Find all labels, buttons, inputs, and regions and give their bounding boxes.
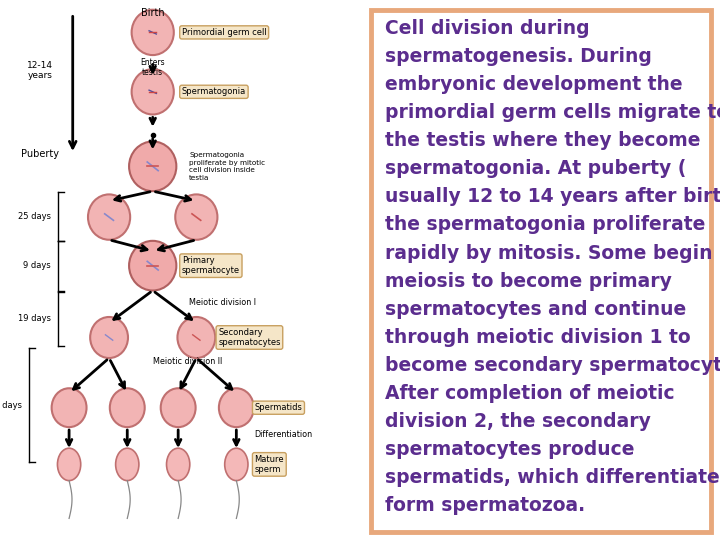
Text: embryonic development the: embryonic development the: [385, 75, 683, 94]
Ellipse shape: [88, 194, 130, 240]
Ellipse shape: [132, 10, 174, 55]
Text: through meiotic division 1 to: through meiotic division 1 to: [385, 328, 690, 347]
Ellipse shape: [166, 448, 190, 481]
Ellipse shape: [175, 194, 217, 240]
Ellipse shape: [90, 317, 128, 358]
Text: Mature
sperm: Mature sperm: [255, 455, 284, 474]
Text: spermatids, which differentiate to: spermatids, which differentiate to: [385, 468, 720, 487]
Ellipse shape: [219, 388, 253, 427]
Text: spermatocytes produce: spermatocytes produce: [385, 440, 634, 459]
Text: Meiotic division I: Meiotic division I: [189, 298, 256, 307]
Text: primordial germ cells migrate to: primordial germ cells migrate to: [385, 103, 720, 122]
Text: Enters
testis: Enters testis: [140, 58, 165, 77]
Text: Secondary
spermatocytes: Secondary spermatocytes: [218, 328, 281, 347]
Text: 21 days: 21 days: [0, 401, 22, 409]
Text: the testis where they become: the testis where they become: [385, 131, 701, 150]
Ellipse shape: [225, 448, 248, 481]
Text: Cell division during: Cell division during: [385, 19, 590, 38]
Text: rapidly by mitosis. Some begin: rapidly by mitosis. Some begin: [385, 244, 713, 262]
Text: Spermatogonia
proliferate by mitotic
cell division inside
testia: Spermatogonia proliferate by mitotic cel…: [189, 152, 265, 180]
Text: meiosis to become primary: meiosis to become primary: [385, 272, 672, 291]
Text: Meiotic division II: Meiotic division II: [153, 357, 222, 366]
Text: Spermatogonia: Spermatogonia: [181, 87, 246, 96]
Text: Puberty: Puberty: [21, 149, 59, 159]
Text: form spermatozoa.: form spermatozoa.: [385, 496, 585, 515]
Text: Primordial germ cell: Primordial germ cell: [181, 28, 266, 37]
Text: Differentiation: Differentiation: [255, 430, 312, 439]
Text: become secondary spermatocytes.: become secondary spermatocytes.: [385, 356, 720, 375]
Text: Primary
spermatocyte: Primary spermatocyte: [181, 256, 240, 275]
FancyBboxPatch shape: [371, 10, 711, 532]
Text: the spermatogonia proliferate: the spermatogonia proliferate: [385, 215, 706, 234]
Ellipse shape: [129, 141, 176, 191]
Text: After completion of meiotic: After completion of meiotic: [385, 384, 675, 403]
Text: usually 12 to 14 years after birth),: usually 12 to 14 years after birth),: [385, 187, 720, 206]
Ellipse shape: [177, 317, 215, 358]
Ellipse shape: [132, 69, 174, 114]
Text: Spermatids: Spermatids: [255, 403, 302, 412]
Ellipse shape: [58, 448, 81, 481]
Text: spermatocytes and continue: spermatocytes and continue: [385, 300, 686, 319]
Text: 25 days: 25 days: [18, 212, 51, 221]
Text: 19 days: 19 days: [18, 314, 51, 323]
Text: 9 days: 9 days: [23, 261, 51, 270]
Ellipse shape: [116, 448, 139, 481]
Ellipse shape: [110, 388, 145, 427]
Ellipse shape: [129, 241, 176, 291]
Ellipse shape: [161, 388, 196, 427]
Ellipse shape: [52, 388, 86, 427]
Text: spermatogonia. At puberty (: spermatogonia. At puberty (: [385, 159, 686, 178]
Text: division 2, the secondary: division 2, the secondary: [385, 412, 651, 431]
Text: spermatogenesis. During: spermatogenesis. During: [385, 47, 652, 66]
Text: Birth: Birth: [141, 8, 165, 18]
Text: 12-14
years: 12-14 years: [27, 60, 53, 80]
